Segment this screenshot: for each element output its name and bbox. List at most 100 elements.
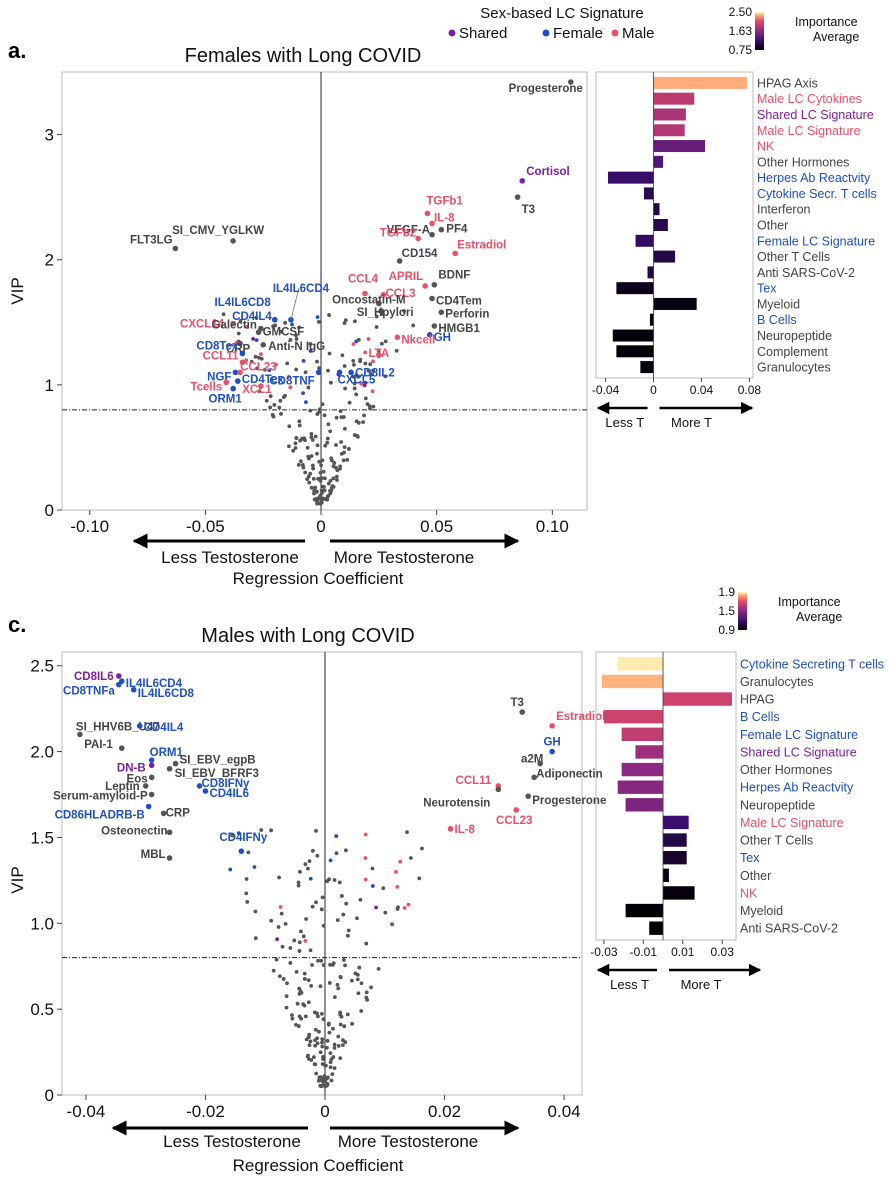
data-point — [283, 320, 288, 325]
labeled-point — [172, 760, 179, 767]
data-point — [255, 366, 259, 371]
bar-category-label: NK — [757, 140, 775, 154]
data-point — [340, 894, 344, 898]
data-point — [313, 1043, 318, 1048]
data-point — [291, 448, 296, 453]
bar-category-label: Anti SARS-CoV-2 — [757, 266, 855, 280]
data-point — [355, 972, 360, 977]
data-point — [327, 313, 331, 317]
data-point — [362, 383, 367, 388]
bar-category-label: Other T Cells — [740, 834, 813, 848]
data-point — [273, 323, 278, 328]
data-point — [345, 933, 350, 938]
data-point — [322, 476, 327, 481]
labeled-point — [426, 332, 433, 338]
colorbar-tick-label: 1.5 — [718, 604, 735, 618]
data-point — [267, 368, 272, 373]
labeled-point — [255, 329, 262, 336]
point-label: Anti-N IgG — [268, 341, 325, 353]
point-label: Nkcell — [401, 334, 435, 346]
labeled-point — [452, 250, 458, 257]
data-point — [294, 1022, 298, 1027]
point-label: CCL23 — [496, 815, 532, 827]
data-point — [330, 458, 334, 463]
bar-category-label: Male LC Cytokines — [757, 92, 862, 106]
labeled-point — [237, 369, 243, 376]
labeled-point — [519, 709, 526, 715]
x-tick-label: -0.04 — [67, 1102, 106, 1121]
data-point — [331, 464, 336, 469]
data-point — [319, 463, 324, 468]
data-point — [331, 961, 336, 966]
bar-arrow-right-label: More T — [681, 977, 722, 992]
data-point — [358, 897, 363, 902]
data-point — [315, 451, 319, 456]
data-point — [363, 361, 368, 366]
labeled-point — [429, 231, 435, 238]
bar-x-tick-label: 0.01 — [671, 945, 695, 959]
labeled-point — [376, 352, 382, 358]
data-point — [295, 1001, 300, 1006]
bar — [625, 903, 664, 918]
data-point — [335, 982, 340, 987]
data-point — [244, 358, 249, 363]
point-label: IL-8 — [434, 212, 455, 224]
point-label: Galectin — [212, 320, 257, 332]
data-point — [325, 440, 330, 445]
bar-category-label: Other — [740, 869, 771, 883]
point-label: CD8Tex — [196, 341, 239, 353]
bar — [663, 692, 733, 706]
point-label: Oncostatin-M — [332, 295, 405, 307]
data-point — [274, 362, 278, 367]
data-point — [303, 370, 308, 375]
data-point — [311, 466, 316, 471]
data-point — [320, 1044, 325, 1049]
bar-category-label: B Cells — [740, 710, 780, 724]
data-point — [228, 867, 233, 872]
bar — [635, 745, 664, 759]
data-point — [316, 496, 320, 501]
data-point — [254, 315, 259, 320]
bar-category-label: B Cells — [757, 313, 797, 327]
bar-x-tick-label: 0 — [650, 383, 657, 397]
data-point — [374, 905, 378, 910]
data-point — [317, 1075, 322, 1080]
data-point — [319, 500, 324, 504]
data-point — [321, 923, 326, 928]
panel-a-letter: a. — [8, 38, 26, 63]
point-label: CD8TNFa — [63, 686, 115, 698]
data-point — [254, 338, 259, 343]
bar-category-label: Other — [757, 219, 788, 233]
data-point — [272, 402, 277, 407]
data-point — [296, 463, 301, 467]
data-point — [283, 921, 288, 926]
data-point — [288, 385, 293, 390]
data-point — [370, 389, 375, 394]
data-point — [362, 413, 366, 418]
labeled-point — [378, 308, 384, 314]
scatter-males: -0.04 -0.02 0 0.02 0.04 0 0.5 1.0 1.5 2.0 2.5 CD8IL… — [30, 651, 606, 1121]
data-point — [315, 853, 320, 858]
labeled-point — [429, 295, 435, 302]
data-point — [341, 458, 346, 463]
point-label: TGFb1 — [426, 195, 463, 207]
bar-category-label: Other Hormones — [740, 763, 832, 777]
data-point — [327, 351, 332, 356]
data-point — [358, 359, 363, 364]
plot-frame — [61, 71, 588, 511]
data-point — [343, 963, 347, 968]
x-tick-label: -0.05 — [186, 517, 225, 536]
bar — [640, 361, 654, 374]
point-label: GMCSF — [263, 326, 305, 338]
data-point — [307, 859, 312, 864]
data-point — [316, 319, 321, 324]
labeled-point — [424, 210, 431, 217]
data-point — [338, 1056, 343, 1061]
data-point — [383, 374, 388, 379]
y-tick-label: 0.5 — [30, 1000, 54, 1019]
point-label: ORM1 — [150, 747, 184, 759]
labeled-point — [549, 723, 555, 729]
data-point — [278, 905, 283, 909]
point-label: IL4IL6CD8 — [215, 297, 272, 309]
labeled-point — [230, 238, 236, 244]
